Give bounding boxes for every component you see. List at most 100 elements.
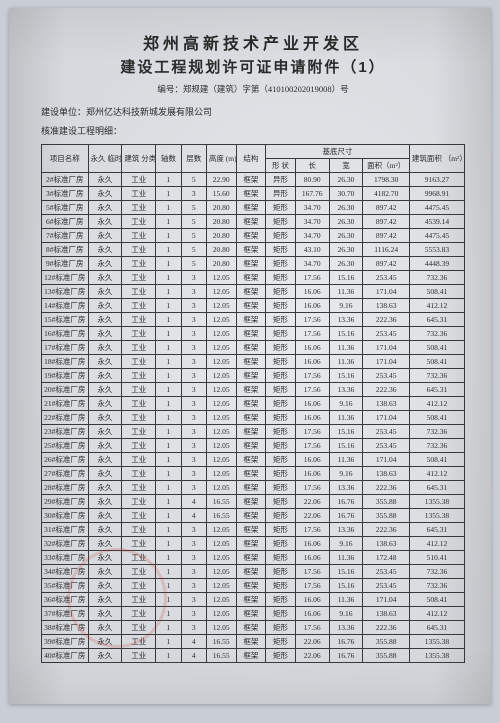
table-cell: 12.05: [206, 298, 236, 312]
table-cell: 3: [181, 536, 206, 550]
table-cell: 23#标准厂房: [42, 424, 89, 438]
table-cell: 16.76: [329, 648, 363, 662]
table-cell: 永久: [88, 256, 122, 270]
table-cell: 897.42: [363, 200, 410, 214]
table-cell: 工业: [122, 494, 156, 508]
table-cell: 矩形: [266, 480, 296, 494]
table-cell: 510.41: [409, 550, 464, 564]
table-cell: 12.05: [206, 270, 236, 284]
table-cell: 9#标准厂房: [42, 256, 89, 270]
table-cell: 25#标准厂房: [42, 438, 89, 452]
table-cell: 3: [181, 340, 206, 354]
table-cell: 框架: [236, 634, 266, 648]
table-cell: 矩形: [266, 494, 296, 508]
table-cell: 永久: [88, 340, 122, 354]
table-cell: 13.36: [329, 522, 363, 536]
table-cell: 645.31: [409, 522, 464, 536]
table-row: 14#标准厂房永久工业1312.05框架矩形16.069.16138.63412…: [42, 298, 465, 312]
table-cell: 12.05: [206, 620, 236, 634]
table-cell: 12.05: [206, 354, 236, 368]
table-cell: 32#标准厂房: [42, 536, 89, 550]
table-row: 15#标准厂房永久工业1312.05框架矩形17.5613.36222.3664…: [42, 312, 465, 326]
table-cell: 框架: [236, 354, 266, 368]
table-cell: 3: [181, 438, 206, 452]
table-cell: 永久: [88, 242, 122, 256]
table-cell: 工业: [122, 648, 156, 662]
table-cell: 16.06: [295, 410, 329, 424]
table-row: 37#标准厂房永久工业1312.05框架矩形16.069.16138.63412…: [42, 606, 465, 620]
table-cell: 永久: [88, 200, 122, 214]
table-cell: 412.12: [409, 536, 464, 550]
table-cell: 17.56: [295, 368, 329, 382]
table-cell: 30#标准厂房: [42, 508, 89, 522]
table-cell: 框架: [236, 508, 266, 522]
table-cell: 工业: [122, 270, 156, 284]
table-cell: 永久: [88, 326, 122, 340]
table-cell: 1: [156, 564, 181, 578]
table-cell: 矩形: [266, 298, 296, 312]
table-cell: 1: [156, 606, 181, 620]
table-cell: 253.45: [363, 326, 410, 340]
table-cell: 508.41: [409, 354, 464, 368]
table-cell: 31#标准厂房: [42, 522, 89, 536]
table-cell: 12.05: [206, 578, 236, 592]
table-cell: 16.55: [206, 494, 236, 508]
table-cell: 12#标准厂房: [42, 270, 89, 284]
table-cell: 9.16: [329, 536, 363, 550]
table-row: 38#标准厂房永久工业1312.05框架矩形17.5613.36222.3664…: [42, 620, 465, 634]
table-cell: 16.06: [295, 466, 329, 480]
table-cell: 3: [181, 270, 206, 284]
table-cell: 1: [156, 536, 181, 550]
th-axis: 轴数: [156, 144, 181, 172]
table-cell: 永久: [88, 494, 122, 508]
table-cell: 框架: [236, 466, 266, 480]
table-cell: 矩形: [266, 214, 296, 228]
table-cell: 645.31: [409, 312, 464, 326]
table-cell: 732.36: [409, 326, 464, 340]
table-row: 17#标准厂房永久工业1312.05框架矩形16.0611.36171.0450…: [42, 340, 465, 354]
table-cell: 9163.27: [409, 172, 464, 186]
table-row: 35#标准厂房永久工业1312.05框架矩形17.5615.16253.4573…: [42, 578, 465, 592]
table-cell: 工业: [122, 466, 156, 480]
table-cell: 34.70: [295, 214, 329, 228]
table-cell: 9.16: [329, 606, 363, 620]
table-row: 39#标准厂房永久工业1416.55框架矩形22.0616.76355.8813…: [42, 634, 465, 648]
table-cell: 36#标准厂房: [42, 592, 89, 606]
table-cell: 253.45: [363, 438, 410, 452]
table-cell: 16.55: [206, 648, 236, 662]
table-row: 28#标准厂房永久工业1312.05框架矩形17.5613.36222.3664…: [42, 480, 465, 494]
table-cell: 17#标准厂房: [42, 340, 89, 354]
table-row: 40#标准厂房永久工业1416.55框架矩形22.0616.76355.8813…: [42, 648, 465, 662]
table-cell: 框架: [236, 270, 266, 284]
table-cell: 工业: [122, 284, 156, 298]
table-cell: 工业: [122, 228, 156, 242]
table-cell: 13#标准厂房: [42, 284, 89, 298]
table-row: 8#标准厂房永久工业1520.80框架矩形43.1026.301116.2455…: [42, 242, 465, 256]
table-cell: 永久: [88, 480, 122, 494]
table-cell: 矩形: [266, 368, 296, 382]
table-cell: 框架: [236, 522, 266, 536]
table-cell: 矩形: [266, 438, 296, 452]
table-cell: 框架: [236, 368, 266, 382]
table-cell: 253.45: [363, 424, 410, 438]
table-cell: 22#标准厂房: [42, 410, 89, 424]
table-cell: 2#标准厂房: [42, 172, 89, 186]
table-cell: 12.05: [206, 522, 236, 536]
table-cell: 工业: [122, 452, 156, 466]
th-wid: 宽: [329, 158, 363, 172]
table-cell: 框架: [236, 340, 266, 354]
table-row: 26#标准厂房永久工业1312.05框架矩形16.0611.36171.0450…: [42, 452, 465, 466]
table-cell: 框架: [236, 480, 266, 494]
table-cell: 17.56: [295, 620, 329, 634]
table-cell: 37#标准厂房: [42, 606, 89, 620]
table-cell: 16.76: [329, 508, 363, 522]
table-cell: 138.63: [363, 466, 410, 480]
table-cell: 永久: [88, 298, 122, 312]
table-cell: 工业: [122, 340, 156, 354]
table-cell: 矩形: [266, 200, 296, 214]
table-cell: 3: [181, 284, 206, 298]
th-height: 高度 (m): [206, 144, 236, 172]
table-cell: 矩形: [266, 536, 296, 550]
table-cell: 5: [181, 228, 206, 242]
table-cell: 38#标准厂房: [42, 620, 89, 634]
